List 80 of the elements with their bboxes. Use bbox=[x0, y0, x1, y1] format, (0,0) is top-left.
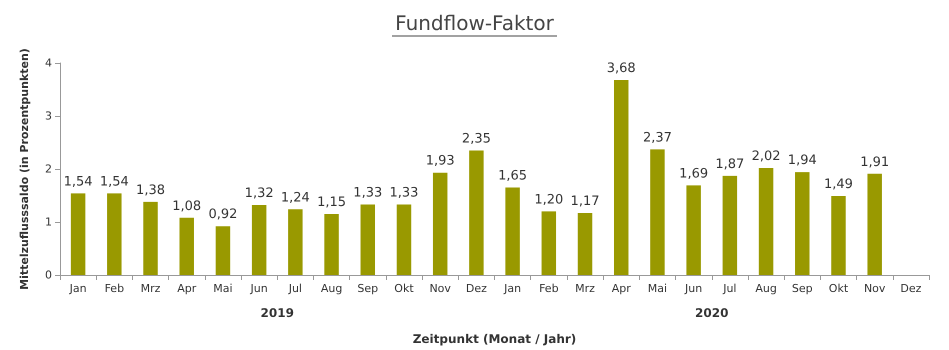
data-label: 1,24 bbox=[280, 190, 310, 206]
bar bbox=[650, 149, 665, 275]
bar bbox=[396, 204, 412, 275]
data-label: 2,35 bbox=[462, 131, 491, 146]
x-tick-label: Aug bbox=[755, 282, 777, 295]
bar bbox=[867, 174, 882, 275]
data-label: 1,54 bbox=[100, 174, 129, 190]
y-tick-label: 1 bbox=[45, 216, 52, 228]
data-label: 1,54 bbox=[64, 174, 93, 190]
x-axis-title: Zeitpunkt (Monat / Jahr) bbox=[412, 332, 576, 346]
bar bbox=[70, 193, 86, 275]
x-tick-label: Feb bbox=[539, 282, 559, 295]
x-tick-label: Apr bbox=[612, 282, 632, 295]
data-label: 3,68 bbox=[606, 60, 636, 76]
data-label: 1,17 bbox=[570, 194, 600, 209]
x-tick-label: Sep bbox=[792, 282, 813, 295]
x-tick-label: Sep bbox=[357, 282, 378, 295]
data-label: 1,69 bbox=[679, 166, 708, 182]
bar bbox=[432, 172, 448, 275]
text: 2019 bbox=[260, 306, 294, 320]
x-tick-label: Jun bbox=[684, 282, 702, 295]
y-tick-label: 3 bbox=[45, 110, 52, 122]
y-tick-label: 4 bbox=[45, 56, 52, 70]
data-label: 1,91 bbox=[860, 154, 890, 170]
bar bbox=[686, 185, 701, 275]
x-tick-label: Mrz bbox=[575, 282, 596, 295]
data-label: 1,87 bbox=[715, 156, 744, 172]
bar bbox=[107, 193, 122, 275]
bar bbox=[324, 214, 339, 275]
bar bbox=[505, 188, 520, 275]
x-tick-label: Okt bbox=[394, 282, 414, 295]
x-tick-label: Mrz bbox=[140, 282, 161, 295]
bar bbox=[614, 80, 628, 275]
x-tick-label: Feb bbox=[104, 282, 124, 295]
bar bbox=[360, 204, 376, 275]
bar bbox=[578, 212, 592, 275]
x-tick-label: Jun bbox=[250, 282, 268, 295]
x-tick-label: Mai bbox=[648, 282, 668, 295]
x-tick-label: Mai bbox=[213, 282, 233, 295]
bar bbox=[252, 205, 266, 275]
data-label: 1,32 bbox=[244, 186, 274, 202]
data-label: 1,33 bbox=[390, 186, 418, 201]
bar bbox=[795, 172, 810, 275]
bar bbox=[542, 211, 556, 275]
data-label: 1,38 bbox=[136, 182, 165, 198]
x-tick-label: Apr bbox=[177, 282, 197, 295]
y-tick-label: 0 bbox=[45, 268, 52, 282]
x-tick-label: Nov bbox=[429, 282, 452, 295]
data-label: 0,92 bbox=[208, 207, 238, 222]
x-tick-label: Jul bbox=[288, 282, 302, 295]
x-tick-label: Okt bbox=[828, 282, 849, 295]
x-tick-label: Nov bbox=[864, 282, 886, 295]
data-label: 1,49 bbox=[824, 177, 853, 192]
data-label: 1,93 bbox=[426, 154, 455, 169]
bar bbox=[831, 196, 846, 275]
data-label: 1,33 bbox=[353, 186, 382, 201]
x-tick-label: Jan bbox=[503, 282, 522, 295]
data-label: 1,65 bbox=[498, 168, 528, 184]
x-tick-label: Jan bbox=[68, 282, 87, 295]
x-tick-label: Dez bbox=[900, 282, 922, 295]
data-label: 2,37 bbox=[642, 130, 672, 146]
x-tick-label: Jul bbox=[722, 282, 736, 295]
bar bbox=[143, 202, 158, 275]
data-label: 1,20 bbox=[534, 192, 564, 208]
bar bbox=[758, 168, 774, 275]
text: 2020 bbox=[695, 306, 728, 320]
data-label: 1,15 bbox=[317, 195, 346, 210]
data-label: 2,02 bbox=[752, 148, 781, 164]
y-tick-label: 2 bbox=[45, 162, 52, 176]
bar bbox=[288, 209, 303, 275]
data-label: 1,08 bbox=[172, 198, 202, 214]
x-tick-label: Aug bbox=[320, 282, 342, 295]
bar bbox=[216, 226, 230, 275]
chart-title: Fundflow-Faktor bbox=[395, 11, 555, 35]
bar bbox=[469, 150, 484, 275]
y-axis-title: Mittelzuflusssaldo (in Prozentpunkten) bbox=[18, 48, 31, 290]
bar bbox=[722, 176, 738, 275]
data-label: 1,94 bbox=[788, 153, 817, 168]
x-tick-label: Dez bbox=[466, 282, 488, 295]
bar bbox=[179, 218, 194, 275]
